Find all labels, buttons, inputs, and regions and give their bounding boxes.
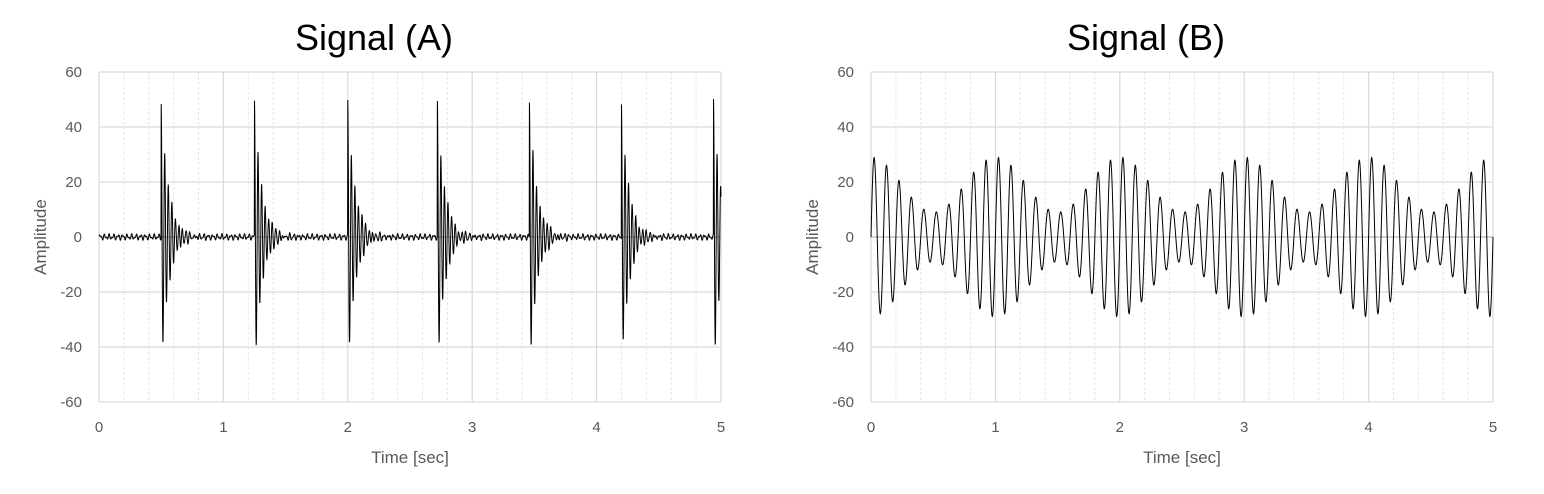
chart-title: Signal (B) <box>1067 17 1225 58</box>
signal-series-line <box>98 98 722 346</box>
chart-title: Signal (A) <box>295 17 453 58</box>
y-tick-label: 40 <box>65 119 82 136</box>
x-tick-label: 1 <box>991 419 999 436</box>
y-axis-label: Amplitude <box>31 199 50 275</box>
y-tick-label: -40 <box>832 339 854 356</box>
y-axis-label: Amplitude <box>803 199 822 275</box>
x-tick-label: 0 <box>95 419 103 436</box>
x-tick-label: 5 <box>1489 419 1497 436</box>
y-tick-label: -40 <box>60 339 82 356</box>
x-tick-label: 3 <box>1240 419 1248 436</box>
y-tick-label: 0 <box>846 229 854 246</box>
x-tick-label: 2 <box>344 419 352 436</box>
y-tick-label: -20 <box>832 284 854 301</box>
x-tick-label: 1 <box>219 419 227 436</box>
y-tick-label: 40 <box>837 119 854 136</box>
x-tick-label: 5 <box>717 419 725 436</box>
y-tick-label: 0 <box>74 229 82 246</box>
y-tick-label: 60 <box>837 64 854 81</box>
chart-signal-b: 60 40 20 0 -20 -40 -60 0 1 2 3 4 5 Signal (B) Time [se… <box>803 17 1497 467</box>
x-tick-label: 3 <box>468 419 476 436</box>
x-tick-label: 0 <box>867 419 875 436</box>
y-tick-label: 60 <box>65 64 82 81</box>
y-tick-label: -60 <box>60 394 82 411</box>
signal-series-line <box>870 156 1494 318</box>
x-tick-label: 2 <box>1116 419 1124 436</box>
x-tick-label: 4 <box>592 419 600 436</box>
y-tick-label: -20 <box>60 284 82 301</box>
chart-panel-signal-a: 60 40 20 0 -20 -40 -60 0 1 2 3 4 5 Signal (A) Time [se… <box>31 17 725 467</box>
chart-signal-a: 60 40 20 0 -20 -40 -60 0 1 2 3 4 5 Signal (A) Time [se… <box>31 17 725 467</box>
x-tick-label: 4 <box>1364 419 1372 436</box>
y-tick-label: -60 <box>832 394 854 411</box>
x-axis-label: Time [sec] <box>371 448 449 467</box>
y-tick-label: 20 <box>837 174 854 191</box>
chart-panel-signal-b: 60 40 20 0 -20 -40 -60 0 1 2 3 4 5 Signal (B) Time [se… <box>772 0 1544 494</box>
y-tick-label: 20 <box>65 174 82 191</box>
x-axis-label: Time [sec] <box>1143 448 1221 467</box>
